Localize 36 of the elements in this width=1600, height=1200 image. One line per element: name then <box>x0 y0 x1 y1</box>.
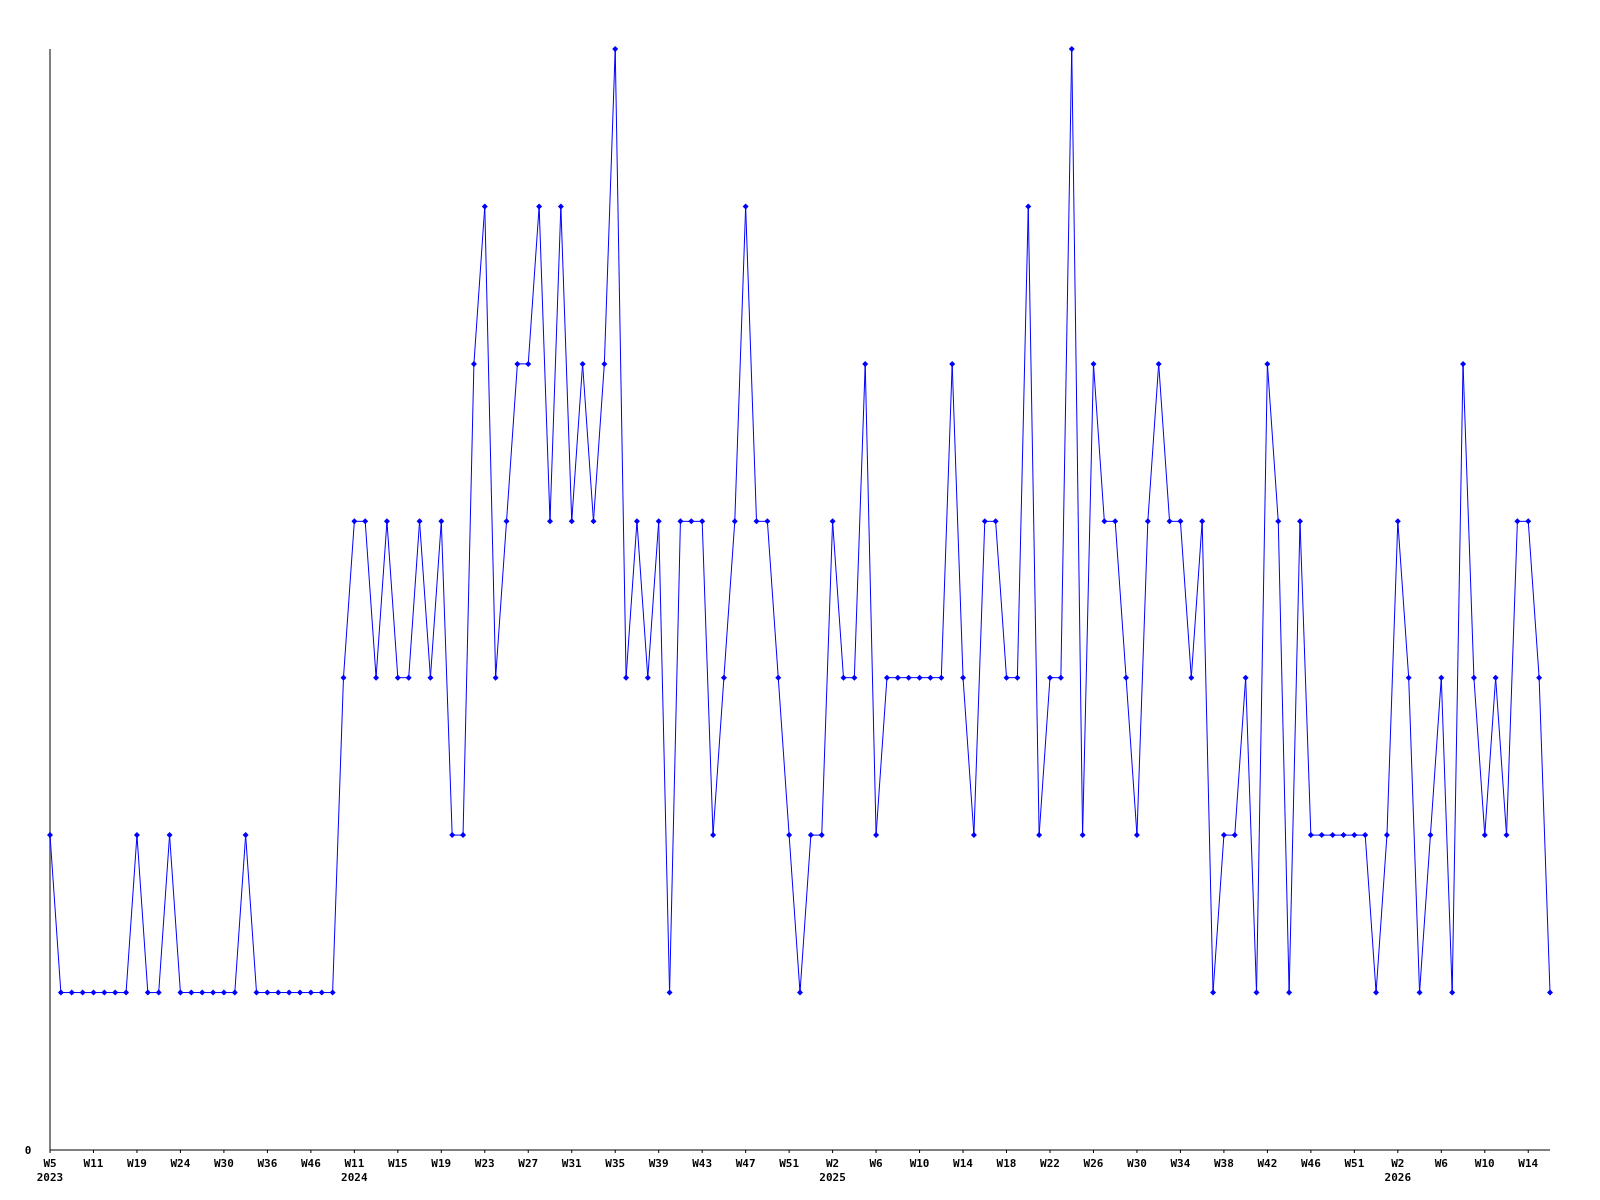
x-tick-label: W10 <box>909 1157 930 1170</box>
x-tick-label: W23 <box>474 1157 495 1170</box>
x-tick-label: W27 <box>518 1157 539 1170</box>
x-tick-label: W46 <box>1300 1157 1322 1170</box>
x-tick-label: W51 <box>1344 1157 1365 1170</box>
text: 0 <box>24 1144 32 1157</box>
x-tick-label: W39 <box>648 1157 669 1170</box>
x-tick-label: W31 <box>561 1157 583 1170</box>
x-tick-label: W6 <box>1434 1157 1449 1170</box>
x-tick-label: W35 <box>605 1157 626 1170</box>
x-tick-label: W14 <box>953 1157 974 1170</box>
x-tick-label: W2 2025 <box>819 1157 846 1184</box>
x-tick-label: W24 <box>170 1157 191 1170</box>
x-tick-label: W10 <box>1474 1157 1495 1170</box>
x-tick-label: W30 <box>1127 1157 1147 1170</box>
x-tick-label: W51 <box>779 1157 800 1170</box>
x-tick-label: W15 <box>387 1157 408 1170</box>
x-tick-label: W6 <box>869 1157 884 1170</box>
x-tick-label: W47 <box>735 1157 756 1170</box>
x-tick-label: W2 2026 <box>1384 1157 1412 1184</box>
x-tick-label: W38 <box>1213 1157 1234 1170</box>
x-tick-label: W22 <box>1040 1157 1060 1170</box>
x-tick-label: W42 <box>1257 1157 1278 1170</box>
x-tick-label: W11 2024 <box>341 1157 368 1184</box>
x-tick-label: W34 <box>1170 1157 1191 1170</box>
x-tick-label: W30 <box>213 1157 234 1170</box>
x-tick-label: W14 <box>1518 1157 1539 1170</box>
x-tick-label: W26 <box>1083 1157 1104 1170</box>
x-tick-label: W46 <box>300 1157 322 1170</box>
x-tick-label: W43 <box>692 1157 713 1170</box>
x-tick-label: W5 2023 <box>36 1157 64 1184</box>
x-tick-label: W18 <box>996 1157 1017 1170</box>
x-tick-label: W19 <box>127 1157 147 1170</box>
x-tick-label: W19 <box>431 1157 452 1170</box>
x-tick-label: W11 <box>83 1157 104 1170</box>
x-tick-label: W36 <box>257 1157 278 1170</box>
